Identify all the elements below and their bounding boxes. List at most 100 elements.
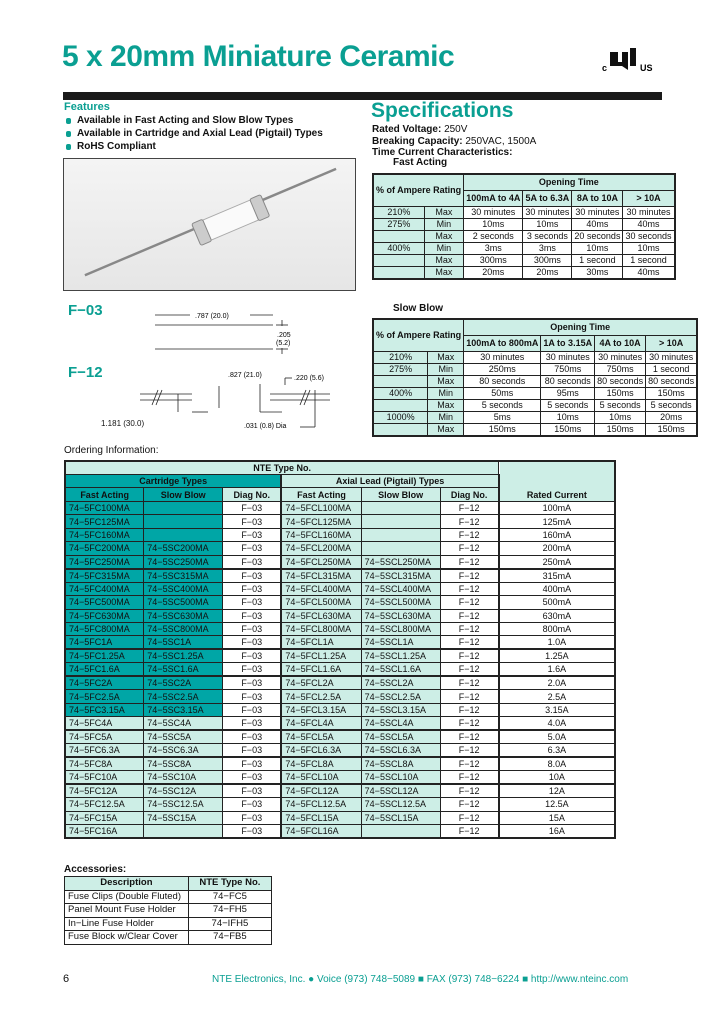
cartridge-slow-blow: 74−5SC12A xyxy=(143,783,224,799)
cartridge-fast-acting: 74−5FC100MA xyxy=(64,500,145,516)
opening-time-cell: 10ms xyxy=(540,410,596,424)
column-header: 5A to 6.3A xyxy=(522,189,573,207)
accessory-description: In−Line Fuse Holder xyxy=(64,916,189,931)
breaking-capacity: Breaking Capacity: 250VAC, 1500A xyxy=(372,136,536,147)
opening-time-cell: 150ms xyxy=(594,386,647,400)
opening-time-cell: 20ms xyxy=(522,265,573,279)
spec-row: Max 5 seconds 5 seconds 5 seconds 5 seconds xyxy=(372,398,698,412)
cartridge-diag: F−03 xyxy=(222,729,283,745)
cartridge-diag: F−03 xyxy=(222,743,283,759)
opening-time-cell: 5 seconds xyxy=(463,398,542,412)
slow-blow-heading: Slow Blow xyxy=(393,303,443,314)
axial-slow-blow: 74−5SCL630MA xyxy=(360,608,441,623)
axial-fast-acting: 74−5FCL400MA xyxy=(280,581,362,597)
footer-url[interactable]: http://www.nteinc.com xyxy=(530,974,629,985)
spec-row: Max 150ms 150ms 150ms 150ms xyxy=(372,422,698,436)
ordering-row: 74−5FC1A 74−5SC1A F−03 74−5FCL1A 74−5SCL1A F−… xyxy=(64,635,616,651)
column-header: Slow Blow xyxy=(143,487,224,502)
ordering-row: 74−5FC2A 74−5SC2A F−03 74−5FCL2A 74−5SCL2A F−… xyxy=(64,675,616,691)
cartridge-diag: F−03 xyxy=(222,783,283,799)
header-rule xyxy=(63,92,662,100)
axial-slow-blow xyxy=(360,541,441,556)
cartridge-diag: F−03 xyxy=(222,702,283,718)
pct-cell xyxy=(372,374,429,388)
page-title: 5 x 20mm Miniature Ceramic xyxy=(62,40,455,73)
cartridge-fast-acting: 74−5FC1.25A xyxy=(64,648,145,664)
axial-diag: F−12 xyxy=(439,514,500,529)
opening-time-cell: 300ms xyxy=(522,253,573,267)
cartridge-slow-blow: 74−5SC250MA xyxy=(143,554,224,570)
ordering-row: 74−5FC1.6A 74−5SC1.6A F−03 74−5FCL1.6A 74−5S… xyxy=(64,662,616,678)
opening-time-cell: 150ms xyxy=(645,386,698,400)
axial-fast-acting: 74−5FCL15A xyxy=(280,810,362,826)
axial-slow-blow: 74−5SCL8A xyxy=(360,756,441,772)
cartridge-fast-acting: 74−5FC500MA xyxy=(64,595,145,610)
cartridge-fast-acting: 74−5FC400MA xyxy=(64,581,145,597)
opening-time-cell: 5ms xyxy=(463,410,542,424)
ordering-row: 74−5FC100MA F−03 74−5FCL100MA F−12 100mA xyxy=(64,500,616,516)
opening-time-cell: 10ms xyxy=(622,241,675,255)
axial-fast-acting: 74−5FCL10A xyxy=(280,770,362,786)
cartridge-fast-acting: 74−5FC6.3A xyxy=(64,743,145,759)
axial-diag: F−12 xyxy=(439,608,500,623)
f12-body-length: .827 (21.0) xyxy=(228,372,262,379)
features-heading: Features xyxy=(64,101,110,113)
axial-diag: F−12 xyxy=(439,797,500,812)
axial-diag: F−12 xyxy=(439,824,500,839)
cartridge-diag: F−03 xyxy=(222,756,283,772)
opening-time-cell: 80 seconds xyxy=(540,374,596,388)
min-max-cell: Min xyxy=(423,241,465,255)
cartridge-slow-blow: 74−5SC3.15A xyxy=(143,702,224,718)
spec-row: 1000% Min 5ms 10ms 10ms 20ms xyxy=(372,410,698,424)
cartridge-slow-blow xyxy=(143,514,224,529)
rated-current: 1.6A xyxy=(498,662,616,678)
min-max-cell: Max xyxy=(423,229,465,243)
pct-header: % of Ampere Rating xyxy=(372,318,465,352)
pct-cell: 210% xyxy=(372,205,425,219)
spec-row: 400% Min 50ms 95ms 150ms 150ms xyxy=(372,386,698,400)
slow-blow-table: % of Ampere Rating Opening Time 100mA to 8… xyxy=(372,318,699,437)
rated-current: 100mA xyxy=(498,500,616,516)
cartridge-diag: F−03 xyxy=(222,621,283,637)
cartridge-fast-acting: 74−5FC125MA xyxy=(64,514,145,529)
cartridge-diag: F−03 xyxy=(222,662,283,678)
opening-time-cell: 30ms xyxy=(571,265,624,279)
ordering-table: NTE Type No. Rated Current Cartridge Types… xyxy=(64,460,616,840)
svg-text:US: US xyxy=(640,63,653,73)
pct-cell: 275% xyxy=(372,362,429,376)
opening-time-cell: 3ms xyxy=(463,241,524,255)
axial-fast-acting: 74−5FCL630MA xyxy=(280,608,362,623)
axial-types-header: Axial Lead (Pigtail) Types xyxy=(280,473,500,489)
axial-fast-acting: 74−5FCL800MA xyxy=(280,621,362,637)
cartridge-fast-acting: 74−5FC2A xyxy=(64,675,145,691)
opening-time-cell: 20ms xyxy=(645,410,698,424)
axial-diag: F−12 xyxy=(439,716,500,732)
opening-time-cell: 150ms xyxy=(463,422,542,436)
cartridge-diag: F−03 xyxy=(222,797,283,812)
axial-diag: F−12 xyxy=(439,527,500,543)
opening-time-cell: 250ms xyxy=(463,362,542,376)
spec-row: Max 80 seconds 80 seconds 80 seconds 80 seco… xyxy=(372,374,698,388)
axial-diag: F−12 xyxy=(439,648,500,664)
axial-diag: F−12 xyxy=(439,702,500,718)
ordering-row: 74−5FC6.3A 74−5SC6.3A F−03 74−5FCL6.3A 74−5S… xyxy=(64,743,616,759)
svg-text:c: c xyxy=(602,63,607,73)
min-max-cell: Max xyxy=(423,253,465,267)
axial-fast-acting: 74−5FCL500MA xyxy=(280,595,362,610)
column-header: > 10A xyxy=(645,334,698,352)
cartridge-slow-blow: 74−5SC15A xyxy=(143,810,224,826)
opening-time-cell: 20ms xyxy=(463,265,524,279)
ordering-row: 74−5FC2.5A 74−5SC2.5A F−03 74−5FCL2.5A 74−5S… xyxy=(64,689,616,704)
cartridge-fast-acting: 74−5FC12.5A xyxy=(64,797,145,812)
axial-diag: F−12 xyxy=(439,675,500,691)
axial-diag: F−12 xyxy=(439,541,500,556)
opening-time-cell: 30 minutes xyxy=(463,350,542,364)
cartridge-diag: F−03 xyxy=(222,689,283,704)
opening-time-cell: 40ms xyxy=(622,217,675,231)
fast-acting-table: % of Ampere Rating Opening Time 100mA to 4… xyxy=(372,173,676,280)
pct-cell xyxy=(372,422,429,436)
min-max-cell: Max xyxy=(427,398,465,412)
cartridge-slow-blow: 74−5SC200MA xyxy=(143,541,224,556)
rated-current: 10A xyxy=(498,770,616,786)
cartridge-diag: F−03 xyxy=(222,527,283,543)
